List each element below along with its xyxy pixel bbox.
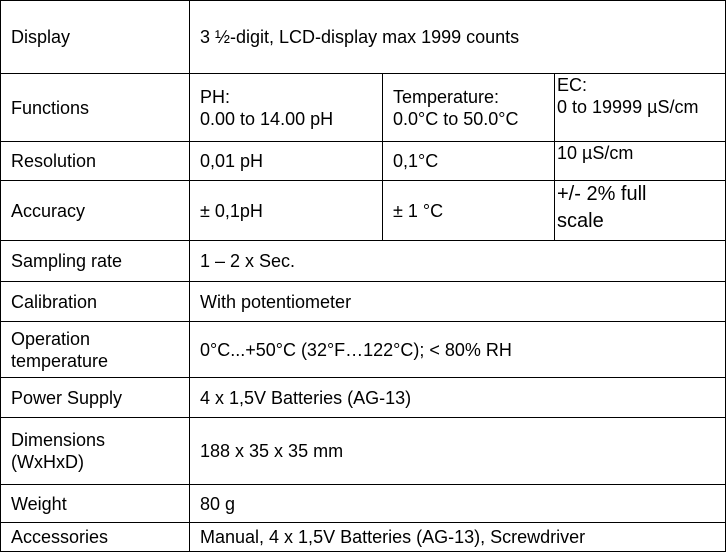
- table-cell: Resolution: [0, 141, 190, 181]
- table-cell: 0°C...+50°C (32°F…122°C); < 80% RH: [189, 321, 726, 378]
- table-cell: ± 1 °C: [382, 180, 555, 241]
- cell-text: 80 g: [200, 493, 236, 514]
- table-cell: Calibration: [0, 281, 190, 322]
- cell-text: EC:: [557, 75, 588, 95]
- table-cell: 80 g: [189, 484, 726, 523]
- cell-text: temperature: [11, 350, 109, 371]
- table-cell: Weight: [0, 484, 190, 523]
- cell-text: Operation: [11, 328, 91, 349]
- table-cell: Sampling rate: [0, 240, 190, 282]
- cell-text: scale: [557, 210, 604, 232]
- cell-text: 188 x 35 x 35 mm: [200, 441, 344, 461]
- cell-text: 0°C...+50°C (32°F…122°C); < 80% RH: [200, 339, 512, 360]
- table-cell: Manual, 4 x 1,5V Batteries (AG-13), Scre…: [189, 522, 726, 552]
- cell-text: Sampling rate: [11, 251, 123, 271]
- table-cell: Accessories: [0, 522, 190, 552]
- cell-text: 4 x 1,5V Batteries (AG-13): [200, 387, 412, 408]
- cell-text: 0,1°C: [393, 151, 439, 171]
- table-cell: 0,1°C: [382, 141, 555, 181]
- cell-text: Temperature:: [393, 86, 500, 107]
- table-cell: Power Supply: [0, 377, 190, 418]
- table-cell: Operation temperature: [0, 321, 190, 378]
- cell-text: Weight: [11, 493, 67, 514]
- table-cell: Accuracy: [0, 180, 190, 241]
- cell-text: 0.0°C to 50.0°C: [393, 108, 519, 129]
- cell-text: PH:: [200, 86, 231, 107]
- table-cell: With potentiometer: [189, 281, 726, 322]
- table-cell: 4 x 1,5V Batteries (AG-13): [189, 377, 726, 418]
- cell-text: +/- 2% full: [557, 183, 647, 205]
- table-cell: ± 0,1pH: [189, 180, 383, 241]
- cell-text: Display: [11, 27, 71, 47]
- cell-text: Manual, 4 x 1,5V Batteries (AG-13), Scre…: [200, 527, 586, 547]
- table-cell: 10 µS/cm: [554, 141, 726, 181]
- cell-text: ± 1 °C: [393, 200, 444, 221]
- table-cell: Dimensions (WxHxD): [0, 417, 190, 485]
- cell-text: 10 µS/cm: [557, 143, 634, 163]
- cell-text: 1 – 2 x Sec.: [200, 251, 296, 271]
- table-cell: 3 ½-digit, LCD-display max 1999 counts: [189, 0, 726, 74]
- cell-text: (WxHxD): [11, 452, 84, 472]
- cell-text: 3 ½-digit, LCD-display max 1999 counts: [200, 27, 520, 47]
- table-cell: PH: 0.00 to 14.00 pH: [189, 73, 383, 142]
- cell-text: Power Supply: [11, 387, 123, 408]
- cell-text: With potentiometer: [200, 291, 352, 312]
- table-cell: EC: 0 to 19999 µS/cm: [554, 73, 726, 142]
- table-cell: +/- 2% full scale: [554, 180, 726, 241]
- cell-text: 0 to 19999 µS/cm: [557, 97, 699, 117]
- cell-text: 0,01 pH: [200, 151, 264, 171]
- table-cell: Display: [0, 0, 190, 74]
- cell-text: 0.00 to 14.00 pH: [200, 108, 334, 129]
- table-cell: 0,01 pH: [189, 141, 383, 181]
- cell-text: Accessories: [11, 527, 109, 547]
- cell-text: ± 0,1pH: [200, 200, 263, 221]
- cell-text: Dimensions: [11, 430, 106, 450]
- cell-text: Resolution: [11, 151, 97, 171]
- cell-text: Accuracy: [11, 200, 86, 221]
- cell-text: Functions: [11, 97, 90, 118]
- cell-text: Calibration: [11, 291, 98, 312]
- table-cell: Temperature: 0.0°C to 50.0°C: [382, 73, 555, 142]
- table-cell: Functions: [0, 73, 190, 142]
- table-cell: 188 x 35 x 35 mm: [189, 417, 726, 485]
- table-cell: 1 – 2 x Sec.: [189, 240, 726, 282]
